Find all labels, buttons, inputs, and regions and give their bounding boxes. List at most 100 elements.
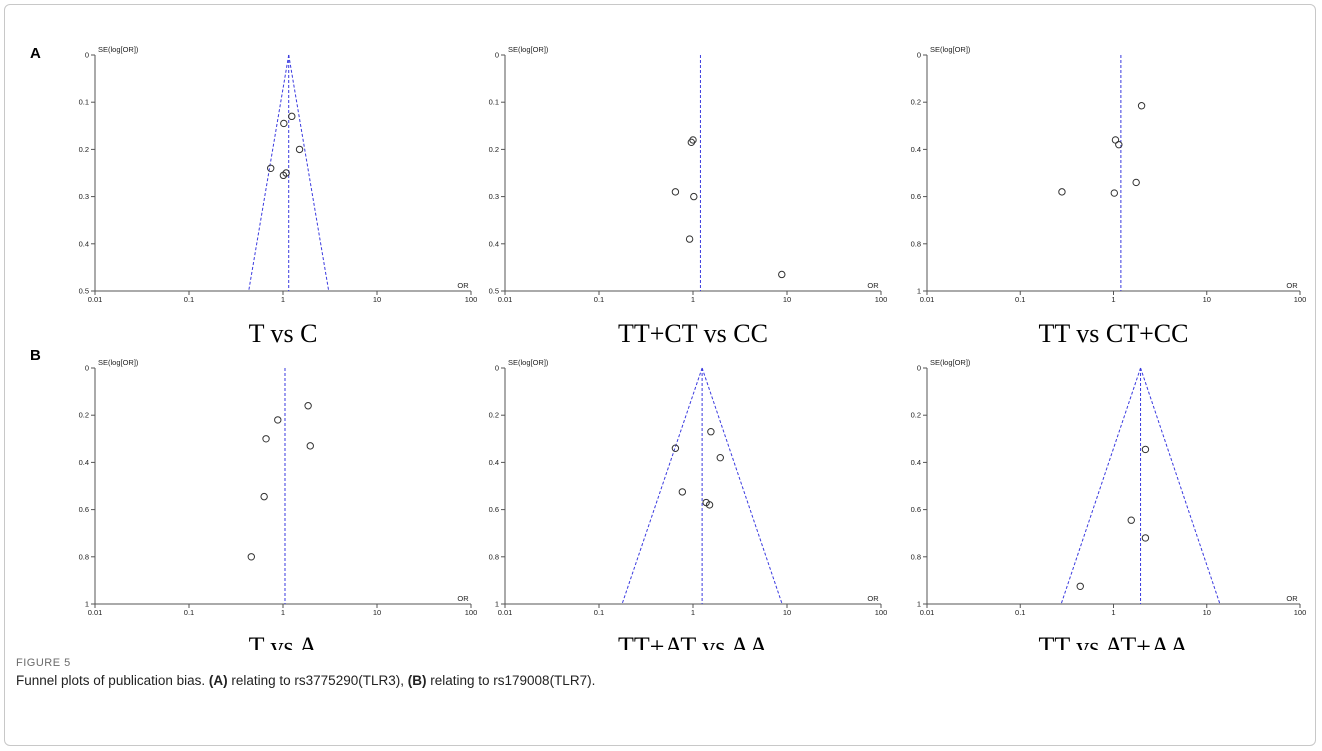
- x-axis-label: OR: [457, 281, 469, 290]
- funnel-left-limit: [621, 367, 703, 605]
- funnel-plot-3: 00.20.40.60.810.01 0.1 1 10 100SE(log[OR])OR…: [911, 45, 1307, 348]
- y-tick-label: 0: [917, 51, 921, 60]
- study-point: [689, 136, 697, 144]
- x-tick-label: 1: [281, 295, 285, 304]
- study-point: [1115, 140, 1123, 149]
- x-tick-label: 10: [1203, 608, 1211, 617]
- x-tick-label: 100: [875, 608, 888, 617]
- y-tick-label: 1: [85, 600, 89, 609]
- caption-a-tag: (A): [208, 673, 228, 688]
- x-tick-label: 1: [691, 608, 695, 617]
- y-tick-label: 0: [917, 364, 921, 373]
- x-tick-label: 0.01: [498, 608, 513, 617]
- x-axis-label: OR: [867, 281, 879, 290]
- y-tick-label: 0: [495, 364, 499, 373]
- plot-title: TT+CT vs CC: [618, 319, 768, 348]
- y-axis-label: SE(log[OR]): [930, 358, 971, 367]
- x-tick-label: 100: [1294, 295, 1307, 304]
- y-tick-label: 0.5: [489, 287, 499, 296]
- caption-text: Funnel plots of publication bias. (A) re…: [16, 673, 1306, 688]
- y-tick-label: 0.3: [489, 192, 499, 201]
- funnel-plot-4: 00.20.40.60.810.01 0.1 1 10 100SE(log[OR])OR…: [79, 358, 478, 650]
- figure-label: FIGURE 5: [16, 657, 71, 669]
- x-tick-label: 100: [1294, 608, 1307, 617]
- x-tick-label: 10: [1203, 295, 1211, 304]
- study-point: [1132, 178, 1140, 187]
- study-point: [1127, 516, 1135, 524]
- y-tick-label: 0.4: [489, 458, 499, 467]
- study-point: [1076, 582, 1084, 590]
- study-point: [671, 188, 680, 196]
- x-tick-label: 0.01: [920, 295, 935, 304]
- y-tick-label: 0.8: [911, 552, 921, 561]
- x-tick-label: 0.1: [594, 608, 604, 617]
- y-tick-label: 0.6: [489, 505, 499, 514]
- study-point: [685, 235, 694, 243]
- x-tick-label: 0.1: [1015, 608, 1025, 617]
- x-tick-label: 100: [465, 295, 478, 304]
- study-point: [260, 492, 268, 501]
- y-tick-label: 1: [495, 600, 499, 609]
- x-tick-label: 0.1: [184, 295, 194, 304]
- x-tick-label: 10: [783, 295, 791, 304]
- x-tick-label: 0.01: [88, 295, 103, 304]
- caption-b-text: relating to rs179008(TLR7).: [426, 673, 596, 688]
- y-tick-label: 0.2: [79, 411, 89, 420]
- funnel-right-limit: [288, 54, 330, 292]
- study-point: [279, 171, 288, 180]
- y-tick-label: 0.2: [489, 145, 499, 154]
- plot-title: TT+AT vs AA: [618, 632, 768, 650]
- y-tick-label: 0.4: [911, 458, 921, 467]
- study-point: [690, 192, 698, 201]
- study-point: [707, 428, 715, 436]
- study-point: [288, 112, 296, 121]
- study-point: [267, 164, 275, 172]
- figure-frame: [4, 4, 1316, 746]
- funnel-right-limit: [701, 367, 783, 605]
- y-tick-label: 0.1: [489, 98, 499, 107]
- x-tick-label: 1: [691, 295, 695, 304]
- y-tick-label: 0.4: [79, 458, 89, 467]
- y-tick-label: 0.2: [79, 145, 89, 154]
- plot-title: TT vs CT+CC: [1039, 319, 1189, 348]
- study-point: [262, 435, 270, 443]
- plot-title: T vs A: [249, 632, 318, 650]
- study-point: [247, 553, 255, 561]
- figure-caption: FIGURE 5 Funnel plots of publication bia…: [16, 657, 1306, 688]
- y-tick-label: 0: [85, 364, 89, 373]
- y-axis-label: SE(log[OR]): [98, 45, 139, 54]
- study-point: [687, 138, 696, 147]
- funnel-left-limit: [1060, 367, 1142, 605]
- funnel-plot-2: 0 0.1 0.2 0.3 0.4 0.50.01 0.1 1 10 100 SE(log[OR])…: [489, 45, 888, 348]
- caption-lead: Funnel plots of publication bias.: [16, 673, 209, 688]
- y-tick-label: 0.2: [911, 411, 921, 420]
- y-tick-label: 0.1: [79, 98, 89, 107]
- study-point: [671, 444, 680, 452]
- y-tick-label: 0.8: [911, 239, 921, 248]
- funnel-plot-1: 0 0.1 0.2 0.3 0.4 0.50.01 0.1 1 10 100 SE(log[OR])…: [79, 45, 478, 348]
- study-point: [274, 416, 282, 424]
- x-tick-label: 10: [373, 608, 381, 617]
- panel-label-b: B: [30, 347, 41, 364]
- plot-title: T vs C: [249, 319, 318, 348]
- plot-title: TT vs AT+AA: [1039, 632, 1189, 650]
- y-tick-label: 0.6: [911, 192, 921, 201]
- y-tick-label: 0.5: [79, 287, 89, 296]
- funnel-plot-6: 00.20.40.60.810.01 0.1 1 10 100SE(log[OR])OR…: [911, 358, 1307, 650]
- x-tick-label: 0.01: [920, 608, 935, 617]
- x-tick-label: 0.1: [184, 608, 194, 617]
- x-tick-label: 10: [373, 295, 381, 304]
- study-point: [778, 270, 786, 279]
- y-tick-label: 0.2: [911, 98, 921, 107]
- y-tick-label: 0.8: [489, 552, 499, 561]
- x-tick-label: 1: [1111, 295, 1115, 304]
- y-tick-label: 0.2: [489, 411, 499, 420]
- y-tick-label: 0.6: [79, 505, 89, 514]
- x-tick-label: 100: [465, 608, 478, 617]
- study-point: [678, 488, 687, 496]
- study-point: [306, 442, 314, 450]
- x-tick-label: 100: [875, 295, 888, 304]
- study-point: [1058, 188, 1066, 196]
- y-tick-label: 0: [85, 51, 89, 60]
- study-point: [1141, 445, 1150, 454]
